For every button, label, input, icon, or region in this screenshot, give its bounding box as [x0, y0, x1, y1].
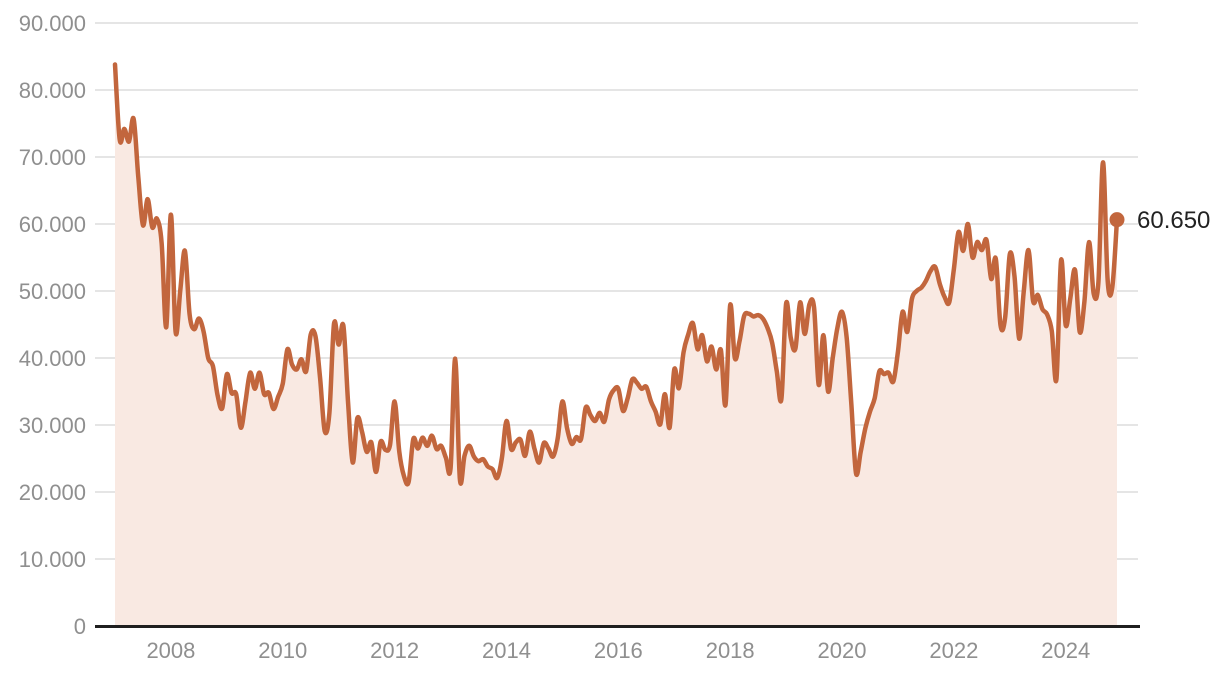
last-value-label: 60.650 [1137, 207, 1210, 234]
y-tick-label: 40.000 [19, 346, 86, 371]
series-line [112, 62, 1120, 487]
series-area [115, 64, 1117, 625]
y-tick-label: 60.000 [19, 212, 86, 237]
y-tick-label: 90.000 [19, 11, 86, 36]
x-tick-label: 2018 [706, 638, 755, 663]
x-tick-label: 2022 [929, 638, 978, 663]
x-axis-labels-group: 2008 2010 2012 2014 2016 2018 2020 2022 2024 [146, 638, 1090, 663]
x-tick-label: 2024 [1041, 638, 1090, 663]
y-tick-label: 0 [74, 614, 86, 639]
x-tick-label: 2012 [370, 638, 419, 663]
x-tick-label: 2008 [146, 638, 195, 663]
y-tick-label: 20.000 [19, 480, 86, 505]
y-axis-labels-group: 90.000 80.000 70.000 60.000 50.000 40.000 30.0… [19, 11, 86, 639]
y-tick-label: 30.000 [19, 413, 86, 438]
x-tick-label: 2016 [594, 638, 643, 663]
y-tick-label: 70.000 [19, 145, 86, 170]
y-tick-label: 10.000 [19, 547, 86, 572]
x-tick-label: 2020 [818, 638, 867, 663]
x-tick-label: 2014 [482, 638, 531, 663]
y-tick-label: 50.000 [19, 279, 86, 304]
y-tick-label: 80.000 [19, 78, 86, 103]
last-value-marker [1109, 212, 1125, 228]
x-tick-label: 2010 [258, 638, 307, 663]
